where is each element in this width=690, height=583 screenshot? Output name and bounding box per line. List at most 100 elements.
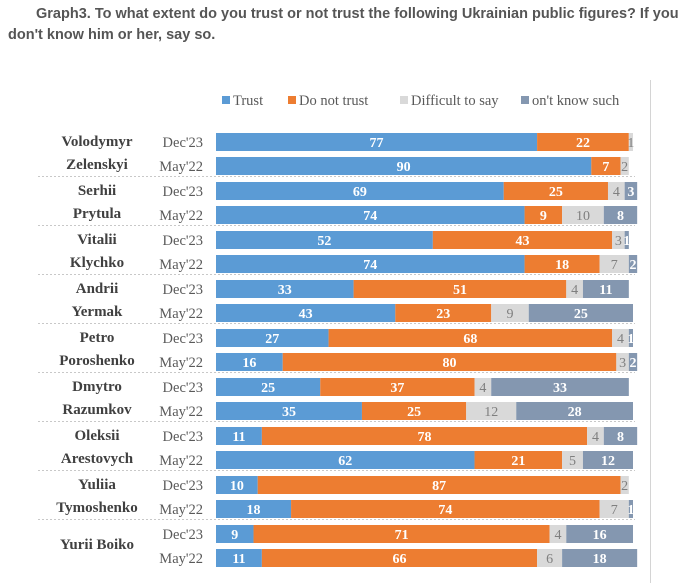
data-label-distrust: 66 bbox=[392, 552, 406, 567]
data-label-dont_know: 18 bbox=[593, 552, 607, 567]
bar-segment-difficult bbox=[566, 280, 583, 298]
data-label-difficult: 6 bbox=[546, 552, 553, 567]
data-label-distrust: 78 bbox=[418, 430, 432, 445]
data-label-distrust: 71 bbox=[395, 528, 409, 543]
bar-segment-trust bbox=[216, 231, 433, 249]
bar-row-dec-23: Dec'23 25 37 4 33 bbox=[163, 378, 629, 396]
data-label-dont_know: 1 bbox=[627, 503, 634, 518]
bar-segment-difficult bbox=[466, 402, 517, 420]
bar-segment-distrust bbox=[257, 476, 621, 494]
person-name: Yurii Boiko bbox=[60, 537, 134, 553]
data-label-distrust: 25 bbox=[407, 405, 421, 420]
data-label-dont_know: 25 bbox=[574, 307, 588, 322]
bar-segment-difficult bbox=[628, 133, 633, 151]
person-name: Yuliia bbox=[78, 477, 116, 493]
period-label: May'22 bbox=[159, 404, 203, 420]
data-label-distrust: 80 bbox=[443, 356, 457, 371]
legend-label-dont_know: on't know such bbox=[532, 93, 620, 109]
bar-segment-dont_know bbox=[628, 255, 638, 273]
bar-segment-difficult bbox=[607, 182, 625, 200]
data-label-trust: 11 bbox=[232, 552, 245, 567]
chart-title: Graph3. To what extent do you trust or n… bbox=[8, 6, 679, 43]
bar-segment-trust bbox=[216, 157, 592, 175]
data-label-trust: 62 bbox=[338, 454, 352, 469]
data-label-difficult: 12 bbox=[484, 405, 498, 420]
bar-segment-trust bbox=[216, 280, 354, 298]
data-label-difficult: 1 bbox=[627, 136, 634, 151]
legend-label-distrust: Do not trust bbox=[299, 93, 368, 109]
chart-frame-border bbox=[650, 80, 651, 583]
group-serhii-prytula: Serhii Prytula Dec'23 69 25 4 3 May'22 74 9 10 8 bbox=[38, 182, 638, 226]
data-label-dont_know: 11 bbox=[599, 283, 612, 298]
data-label-dont_know: 1 bbox=[623, 234, 630, 249]
data-label-distrust: 74 bbox=[438, 503, 452, 518]
bar-segment-distrust bbox=[282, 353, 617, 371]
data-label-dont_know: 2 bbox=[630, 258, 637, 273]
period-label: Dec'23 bbox=[163, 527, 203, 543]
bar-segment-distrust bbox=[261, 549, 538, 567]
person-name: Prytula bbox=[73, 206, 122, 222]
bar-row-dec-23: Dec'23 52 43 3 1 bbox=[163, 231, 630, 249]
person-name: Tymoshenko bbox=[56, 500, 137, 516]
bar-segment-trust bbox=[216, 206, 525, 224]
data-label-difficult: 7 bbox=[611, 503, 618, 518]
bar-segment-trust bbox=[216, 451, 475, 469]
bar-row-may-22: May'22 90 7 2 bbox=[159, 157, 629, 175]
person-name: Yermak bbox=[72, 304, 123, 320]
bar-segment-dont_know bbox=[566, 525, 633, 543]
person-name: Arestovych bbox=[61, 451, 134, 467]
bar-row-may-22: May'22 62 21 5 12 bbox=[159, 451, 633, 469]
person-name: Dmytro bbox=[72, 379, 122, 395]
person-name: Oleksii bbox=[74, 428, 119, 444]
bar-segment-distrust bbox=[320, 378, 475, 396]
bar-segment-dont_know bbox=[603, 427, 638, 445]
data-label-dont_know: 1 bbox=[627, 332, 634, 347]
legend-item-difficult: Difficult to say bbox=[400, 93, 499, 109]
bar-segment-dont_know bbox=[628, 500, 633, 518]
person-name: Poroshenko bbox=[59, 353, 135, 369]
bar-segment-difficult bbox=[474, 378, 492, 396]
period-label: Dec'23 bbox=[163, 184, 203, 200]
bar-segment-difficult bbox=[562, 206, 604, 224]
bar-segment-dont_know bbox=[516, 402, 633, 420]
bar-segment-difficult bbox=[616, 353, 629, 371]
bar-segment-dont_know bbox=[582, 280, 629, 298]
bar-segment-distrust bbox=[261, 427, 588, 445]
data-label-trust: 27 bbox=[265, 332, 279, 347]
data-label-distrust: 22 bbox=[576, 136, 590, 151]
data-label-trust: 9 bbox=[231, 528, 238, 543]
legend-swatch-trust bbox=[222, 96, 230, 104]
bar-segment-distrust bbox=[291, 500, 600, 518]
bar-segment-trust bbox=[216, 255, 525, 273]
bar-row-dec-23: Dec'23 11 78 4 8 bbox=[163, 427, 638, 445]
bar-row-dec-23: Dec'23 27 68 4 1 bbox=[163, 329, 634, 347]
bar-segment-difficult bbox=[549, 525, 567, 543]
bar-row-dec-23: Dec'23 9 71 4 16 bbox=[163, 525, 633, 543]
bar-row-dec-23: Dec'23 77 22 1 bbox=[163, 133, 634, 151]
data-label-difficult: 5 bbox=[569, 454, 576, 469]
data-label-difficult: 4 bbox=[592, 430, 599, 445]
data-label-dont_know: 3 bbox=[627, 185, 634, 200]
bar-segment-difficult bbox=[491, 304, 529, 322]
person-name: Vitalii bbox=[77, 232, 116, 248]
bar-segment-difficult bbox=[562, 451, 583, 469]
bar-row-dec-23: Dec'23 10 87 2 bbox=[163, 476, 629, 494]
data-label-trust: 43 bbox=[299, 307, 313, 322]
bar-row-may-22: May'22 35 25 12 28 bbox=[159, 402, 633, 420]
bar-row-may-22: May'22 16 80 3 2 bbox=[159, 353, 638, 371]
bar-segment-trust bbox=[216, 133, 538, 151]
group-volodymyr-zelenskyi: Volodymyr Zelenskyi Dec'23 77 22 1 May'22 90 7 2 bbox=[38, 133, 635, 177]
bar-row-dec-23: Dec'23 69 25 4 3 bbox=[163, 182, 638, 200]
period-label: Dec'23 bbox=[163, 233, 203, 249]
bar-segment-dont_know bbox=[528, 304, 633, 322]
data-label-difficult: 4 bbox=[479, 381, 486, 396]
data-label-trust: 77 bbox=[370, 136, 384, 151]
data-label-trust: 11 bbox=[232, 430, 245, 445]
bar-segment-distrust bbox=[591, 157, 621, 175]
legend-item-trust: Trust bbox=[222, 93, 263, 109]
period-label: May'22 bbox=[159, 159, 203, 175]
bar-segment-dont_know bbox=[624, 231, 629, 249]
bar-segment-dont_know bbox=[628, 353, 638, 371]
person-name: Volodymyr bbox=[61, 134, 132, 150]
